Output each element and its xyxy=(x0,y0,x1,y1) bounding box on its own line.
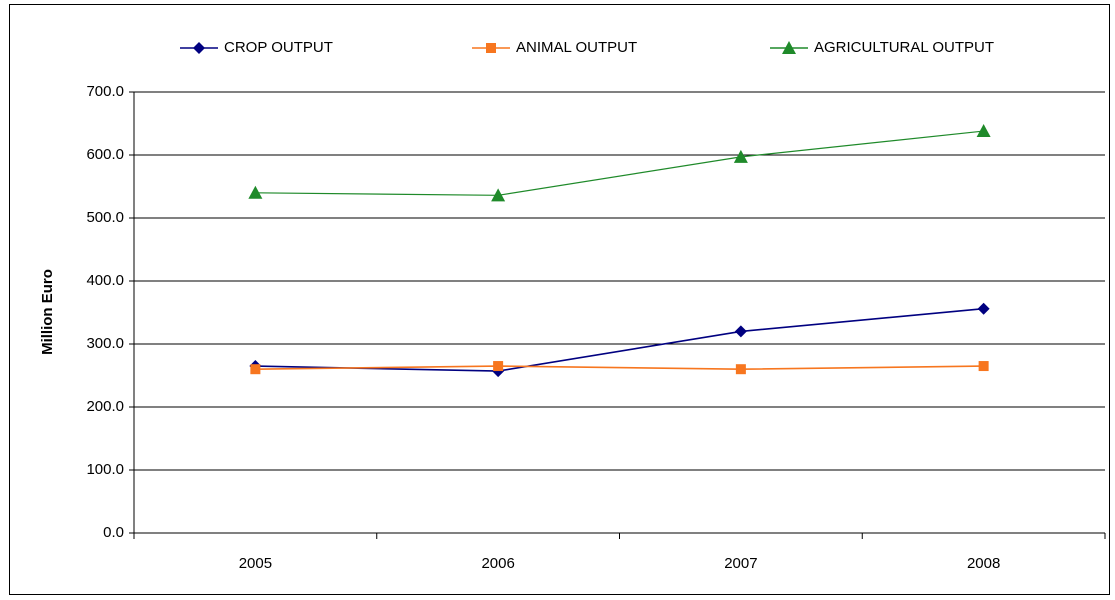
x-tick-label: 2007 xyxy=(724,555,757,572)
legend-marker xyxy=(782,41,796,54)
x-tick-label: 2006 xyxy=(481,555,514,572)
legend-label: AGRICULTURAL OUTPUT xyxy=(814,39,994,56)
x-tick-label: 2005 xyxy=(239,555,272,572)
marker xyxy=(977,302,990,315)
marker xyxy=(733,149,748,163)
y-tick-label: 500.0 xyxy=(86,209,124,226)
y-tick-label: 200.0 xyxy=(86,398,124,415)
marker xyxy=(250,364,261,375)
marker xyxy=(976,124,991,138)
marker xyxy=(978,361,989,372)
y-tick-label: 0.0 xyxy=(103,524,124,541)
y-tick-label: 100.0 xyxy=(86,461,124,478)
chart-border xyxy=(9,4,1110,595)
legend-marker xyxy=(486,43,496,53)
x-tick-label: 2008 xyxy=(967,555,1000,572)
y-tick-label: 400.0 xyxy=(86,272,124,289)
y-tick-label: 600.0 xyxy=(86,146,124,163)
line xyxy=(255,130,984,196)
y-axis-label: Million Euro xyxy=(39,269,56,355)
marker xyxy=(734,325,747,338)
legend-label: ANIMAL OUTPUT xyxy=(516,39,637,56)
marker xyxy=(735,364,746,375)
y-tick-label: 300.0 xyxy=(86,335,124,352)
legend-label: CROP OUTPUT xyxy=(224,39,333,56)
marker xyxy=(491,188,506,202)
line xyxy=(255,365,984,371)
legend-marker xyxy=(193,42,205,54)
marker xyxy=(248,185,263,199)
marker xyxy=(493,361,504,372)
y-tick-label: 700.0 xyxy=(86,83,124,100)
line xyxy=(255,307,984,372)
